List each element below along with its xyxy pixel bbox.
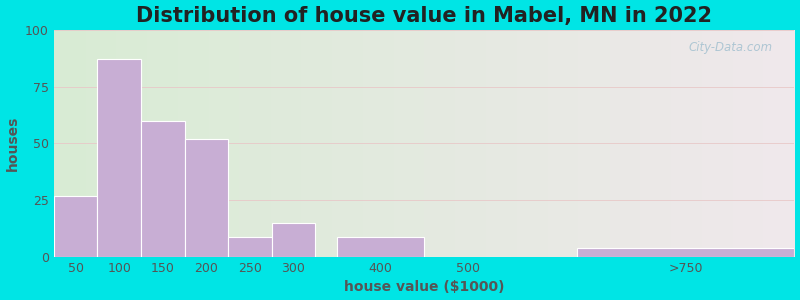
Y-axis label: houses: houses (6, 116, 19, 171)
Bar (141, 121, 185, 257)
Bar (98, 59, 141, 257)
Title: Distribution of house value in Mabel, MN in 2022: Distribution of house value in Mabel, MN… (136, 6, 712, 26)
Bar (185, 139, 228, 257)
Bar (54, 196, 98, 257)
Bar (577, 248, 794, 257)
X-axis label: house value ($1000): house value ($1000) (344, 280, 504, 294)
Text: City-Data.com: City-Data.com (688, 41, 772, 54)
Bar (228, 237, 272, 257)
Bar (272, 223, 315, 257)
Bar (337, 237, 424, 257)
